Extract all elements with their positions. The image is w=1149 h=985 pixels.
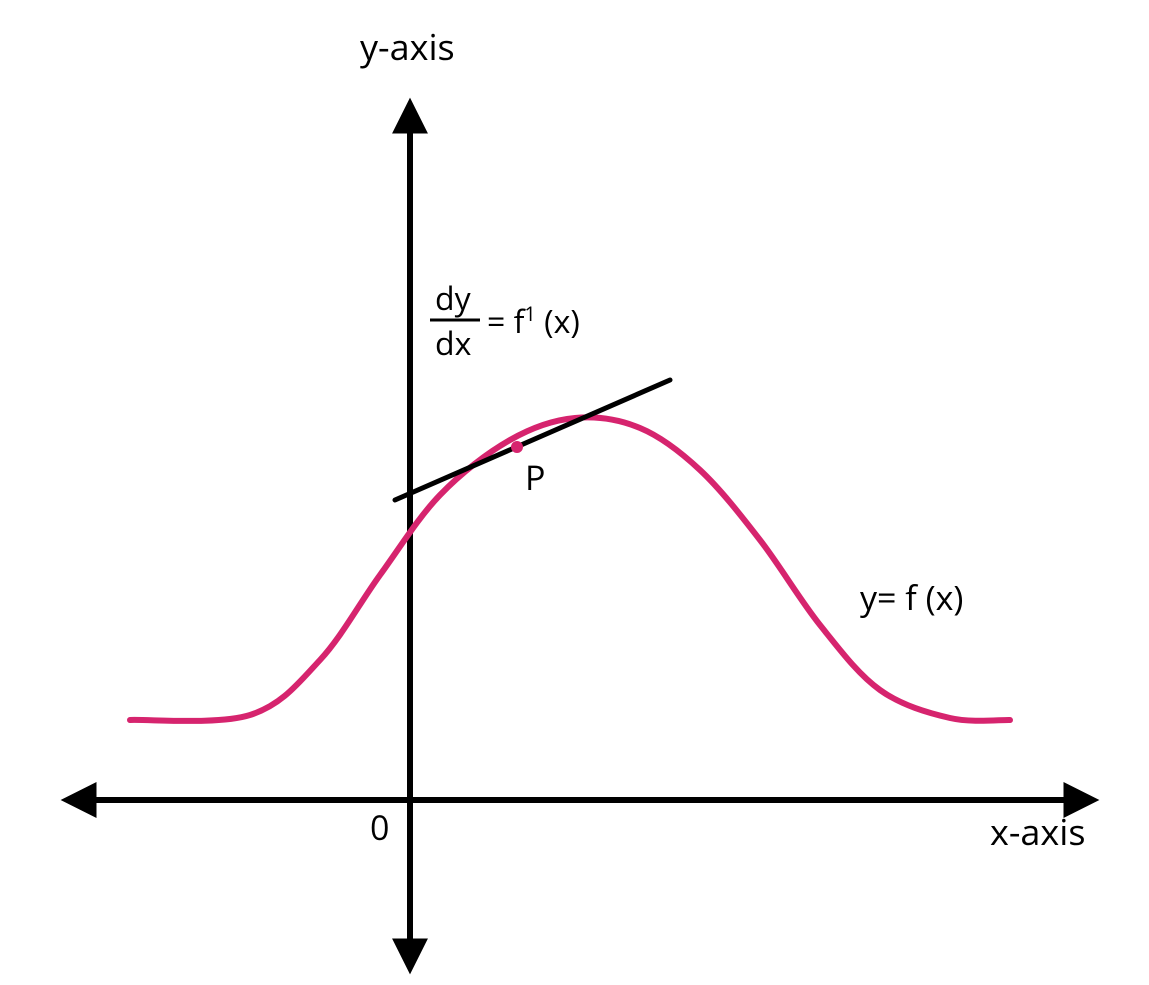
derivative-diagram: y-axis x-axis 0 y= f (x) P dy dx = f1 (x… [0,0,1149,985]
x-axis-label: x-axis [990,807,1086,856]
derivative-numerator: dy [435,277,472,320]
origin-label: 0 [370,804,389,850]
point-p-label: P [525,454,545,500]
function-curve [130,417,1010,721]
tangent-point [511,441,523,453]
derivative-rhs: = f1 (x) [487,300,580,343]
curve-label: y= f (x) [860,574,963,620]
y-axis-label: y-axis [360,22,455,71]
derivative-denominator: dx [435,322,472,365]
